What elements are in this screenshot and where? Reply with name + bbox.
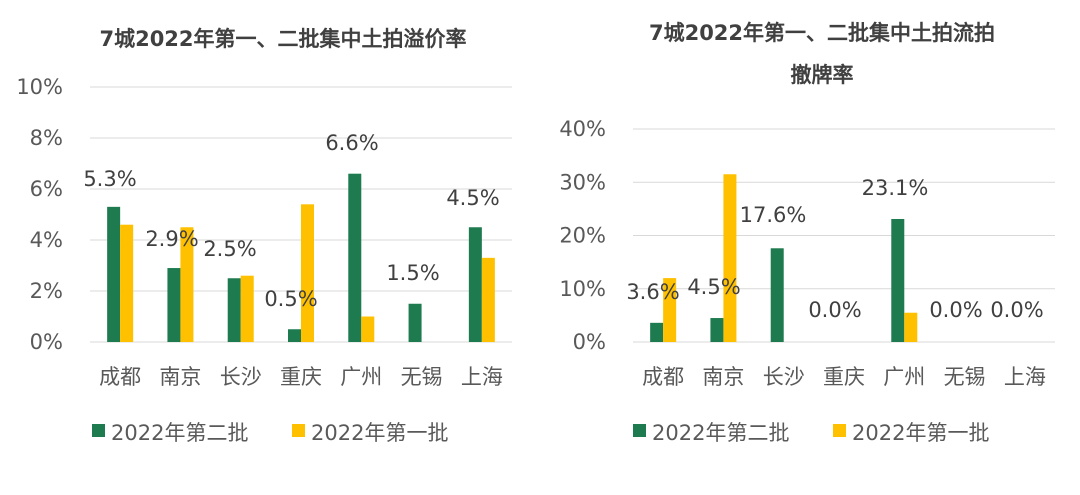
bar-first-batch-成都 xyxy=(663,278,677,342)
data-label: 23.1% xyxy=(862,176,929,200)
data-label: 2.5% xyxy=(203,237,256,261)
bar-first-batch-长沙 xyxy=(240,275,254,342)
chart-2: 7城2022年第一、二批集中土拍流拍撤牌率 0% 10% 20% 30% 40% 成都 南京长… xyxy=(559,21,1055,445)
legend-swatch xyxy=(833,424,846,437)
bar-second-batch-广州 xyxy=(891,218,905,342)
legend-label: 2022年第一批 xyxy=(311,421,448,445)
y-tick-label: 10% xyxy=(16,75,63,99)
bar-first-batch-广州 xyxy=(361,316,375,342)
chart-1: 7城2022年第一、二批集中土拍溢价率 0% 2% 4% 6% 8% 10% 成都 南京 长沙 重庆… xyxy=(16,27,512,445)
y-tick-label: 2% xyxy=(30,279,63,303)
bar-first-batch-南京 xyxy=(723,174,737,342)
bar-second-batch-成都 xyxy=(107,206,121,342)
data-label: 0.0% xyxy=(808,298,861,322)
data-label: 3.6% xyxy=(626,280,679,304)
x-tick-label: 上海 xyxy=(461,365,503,389)
legend-label: 2022年第一批 xyxy=(852,421,989,445)
bar-second-batch-长沙 xyxy=(227,278,241,342)
x-tick-label: 长沙 xyxy=(220,365,262,389)
y-tick-label: 40% xyxy=(559,117,606,141)
x-tick-label: 南京 xyxy=(702,365,744,389)
data-label: 4.5% xyxy=(687,275,740,299)
bar-second-batch-南京 xyxy=(710,318,724,342)
y-tick-label: 0% xyxy=(30,330,63,354)
data-label: 0.0% xyxy=(990,298,1043,322)
data-label: 2.9% xyxy=(145,227,198,251)
bar-second-batch-上海 xyxy=(468,227,482,342)
y-tick-label: 4% xyxy=(30,228,63,252)
y-tick-label: 30% xyxy=(559,170,606,194)
x-tick-label: 无锡 xyxy=(944,365,986,389)
data-label: 4.5% xyxy=(446,186,499,210)
x-tick-label: 成都 xyxy=(99,365,141,389)
y-tick-label: 6% xyxy=(30,177,63,201)
x-tick-label: 重庆 xyxy=(823,365,865,389)
bar-second-batch-重庆 xyxy=(288,329,301,342)
legend-swatch xyxy=(633,424,646,437)
x-tick-label: 广州 xyxy=(340,365,382,389)
x-tick-label: 上海 xyxy=(1004,365,1046,389)
bar-first-batch-上海 xyxy=(481,257,495,342)
y-tick-label: 10% xyxy=(559,277,606,301)
data-label: 17.6% xyxy=(740,203,807,227)
bar-first-batch-成都 xyxy=(120,224,134,342)
bar-second-batch-无锡 xyxy=(408,303,422,342)
data-label: 1.5% xyxy=(386,261,439,285)
y-tick-label: 20% xyxy=(559,224,606,248)
bar-first-batch-南京 xyxy=(180,227,194,342)
data-label: 0.5% xyxy=(264,287,317,311)
legend-label: 2022年第二批 xyxy=(111,421,248,445)
bar-first-batch-重庆 xyxy=(301,204,314,342)
bar-second-batch-广州 xyxy=(348,173,362,342)
x-tick-label: 无锡 xyxy=(401,365,443,389)
x-tick-label: 成都 xyxy=(642,365,684,389)
data-label: 5.3% xyxy=(83,167,136,191)
bar-second-batch-南京 xyxy=(167,268,181,342)
y-tick-label: 0% xyxy=(573,330,606,354)
bar-second-batch-长沙 xyxy=(770,248,784,342)
chart-title: 7城2022年第一、二批集中土拍流拍撤牌率 xyxy=(649,21,995,87)
x-tick-label: 南京 xyxy=(159,365,201,389)
x-tick-label: 长沙 xyxy=(763,365,805,389)
bar-second-batch-成都 xyxy=(650,322,664,342)
y-tick-label: 8% xyxy=(30,126,63,150)
legend-swatch xyxy=(292,424,305,437)
data-label: 6.6% xyxy=(325,131,378,155)
x-tick-label: 广州 xyxy=(883,365,925,389)
bar-first-batch-广州 xyxy=(904,312,918,342)
x-tick-label: 重庆 xyxy=(280,365,322,389)
legend-label: 2022年第二批 xyxy=(652,421,789,445)
data-label: 0.0% xyxy=(929,298,982,322)
chart-title: 7城2022年第一、二批集中土拍溢价率 xyxy=(99,27,466,51)
legend-swatch xyxy=(92,424,105,437)
